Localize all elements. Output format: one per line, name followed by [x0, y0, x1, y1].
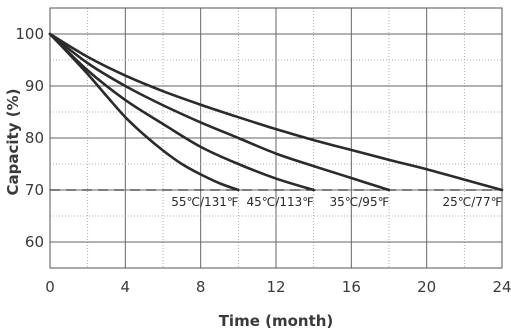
- x-axis-title: Time (month): [219, 312, 334, 330]
- x-tick-label: 0: [45, 278, 55, 296]
- series-label-1: 55℃/131℉: [171, 195, 238, 209]
- series-label-4: 25℃/77℉: [443, 195, 502, 209]
- series-line-4: [48, 32, 504, 192]
- series-line-1: [48, 32, 240, 192]
- y-tick-labels: 60 70 80 90 100: [15, 25, 44, 251]
- series-label-3: 35℃/95℉: [330, 195, 389, 209]
- x-tick-label: 12: [266, 278, 285, 296]
- x-tick-label: 24: [492, 278, 511, 296]
- plot-frame: [49, 7, 503, 269]
- y-tick-label: 100: [15, 25, 44, 43]
- x-tick-label: 8: [196, 278, 206, 296]
- x-tick-label: 20: [417, 278, 436, 296]
- series-line-3: [48, 32, 391, 192]
- y-axis-title: Capacity (%): [4, 89, 22, 196]
- series-line-2: [48, 32, 315, 192]
- y-tick-label: 80: [25, 129, 44, 147]
- y-tick-label: 60: [25, 233, 44, 251]
- series-label-2: 45℃/113℉: [247, 195, 314, 209]
- grid: [50, 8, 502, 268]
- x-tick-label: 4: [121, 278, 131, 296]
- x-tick-label: 16: [342, 278, 361, 296]
- series-group: 55℃/131℉ 45℃/113℉ 35℃/95℉ 25℃/77℉: [48, 32, 504, 209]
- y-tick-label: 70: [25, 181, 44, 199]
- x-tick-labels: 0 4 8 12 16 20 24: [45, 278, 511, 296]
- y-tick-label: 90: [25, 77, 44, 95]
